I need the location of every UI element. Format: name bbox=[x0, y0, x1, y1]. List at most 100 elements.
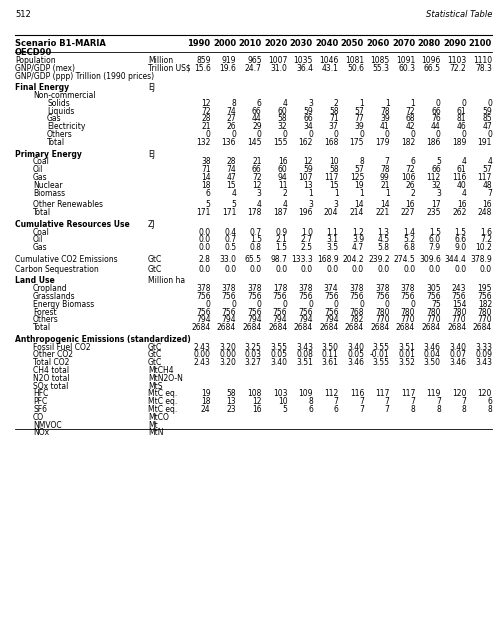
Text: 5: 5 bbox=[232, 200, 236, 210]
Text: Gas: Gas bbox=[33, 173, 48, 182]
Text: Mt: Mt bbox=[148, 420, 158, 430]
Text: 0: 0 bbox=[487, 99, 492, 108]
Text: 378: 378 bbox=[222, 284, 236, 293]
Text: 0: 0 bbox=[436, 99, 441, 108]
Text: 8: 8 bbox=[487, 405, 492, 414]
Text: 0: 0 bbox=[232, 130, 236, 139]
Text: 39: 39 bbox=[380, 114, 390, 123]
Text: Other CO2: Other CO2 bbox=[33, 351, 73, 359]
Text: 21: 21 bbox=[201, 123, 210, 131]
Text: 0.01: 0.01 bbox=[398, 351, 415, 359]
Text: Trillion US$: Trillion US$ bbox=[148, 64, 191, 73]
Text: 2020: 2020 bbox=[264, 39, 287, 48]
Text: 72: 72 bbox=[252, 173, 262, 182]
Text: 6.6: 6.6 bbox=[454, 236, 466, 244]
Text: 61: 61 bbox=[457, 107, 466, 116]
Text: 794: 794 bbox=[247, 316, 262, 324]
Text: 0.7: 0.7 bbox=[224, 236, 236, 244]
Text: 66: 66 bbox=[252, 165, 262, 174]
Text: Grasslands: Grasslands bbox=[33, 292, 76, 301]
Text: 71: 71 bbox=[329, 114, 338, 123]
Text: 1.1: 1.1 bbox=[326, 227, 338, 237]
Text: 81: 81 bbox=[457, 114, 466, 123]
Text: 55.3: 55.3 bbox=[372, 64, 390, 73]
Text: 0: 0 bbox=[282, 130, 288, 139]
Text: 0.0: 0.0 bbox=[403, 265, 415, 274]
Text: 780: 780 bbox=[401, 307, 415, 317]
Text: 23: 23 bbox=[226, 405, 236, 414]
Text: 6: 6 bbox=[257, 99, 262, 108]
Text: 120: 120 bbox=[478, 389, 492, 398]
Text: 78.3: 78.3 bbox=[475, 64, 492, 73]
Text: Others: Others bbox=[33, 316, 59, 324]
Text: 32: 32 bbox=[278, 123, 287, 131]
Text: 3.5: 3.5 bbox=[326, 243, 338, 252]
Text: 47: 47 bbox=[482, 123, 492, 131]
Text: 191: 191 bbox=[478, 138, 492, 147]
Text: 12: 12 bbox=[304, 157, 313, 166]
Text: 756: 756 bbox=[272, 307, 287, 317]
Text: 47: 47 bbox=[226, 173, 236, 182]
Text: NOx: NOx bbox=[33, 429, 49, 438]
Text: 0: 0 bbox=[462, 130, 466, 139]
Text: OECD90: OECD90 bbox=[15, 48, 52, 57]
Text: 2684: 2684 bbox=[370, 323, 390, 332]
Text: 756: 756 bbox=[478, 292, 492, 301]
Text: 26: 26 bbox=[406, 181, 415, 190]
Text: 16: 16 bbox=[457, 200, 466, 210]
Text: 94: 94 bbox=[278, 173, 287, 182]
Text: 3.52: 3.52 bbox=[398, 358, 415, 367]
Text: Forest: Forest bbox=[33, 307, 56, 317]
Text: 116: 116 bbox=[350, 389, 364, 398]
Text: 780: 780 bbox=[452, 307, 466, 317]
Text: 59: 59 bbox=[303, 107, 313, 116]
Text: 3.55: 3.55 bbox=[270, 343, 287, 352]
Text: 59: 59 bbox=[303, 165, 313, 174]
Text: 6.0: 6.0 bbox=[428, 236, 441, 244]
Text: 3.46: 3.46 bbox=[347, 358, 364, 367]
Text: PFC: PFC bbox=[33, 398, 47, 406]
Text: 15: 15 bbox=[226, 181, 236, 190]
Text: 3.43: 3.43 bbox=[296, 343, 313, 352]
Text: 14: 14 bbox=[354, 200, 364, 210]
Text: 34: 34 bbox=[303, 123, 313, 131]
Text: 756: 756 bbox=[222, 307, 236, 317]
Text: 4: 4 bbox=[282, 200, 288, 210]
Text: 14: 14 bbox=[201, 173, 210, 182]
Text: 6: 6 bbox=[410, 157, 415, 166]
Text: 2684: 2684 bbox=[447, 323, 466, 332]
Text: 10.2: 10.2 bbox=[475, 243, 492, 252]
Text: 0: 0 bbox=[334, 300, 338, 309]
Text: 31.0: 31.0 bbox=[270, 64, 287, 73]
Text: 0: 0 bbox=[385, 130, 390, 139]
Text: 7: 7 bbox=[359, 405, 364, 414]
Text: Non-commercial: Non-commercial bbox=[33, 91, 96, 100]
Text: 5: 5 bbox=[206, 200, 210, 210]
Text: GNP/GDP (ppp) Trillion (1990 prices): GNP/GDP (ppp) Trillion (1990 prices) bbox=[15, 72, 154, 81]
Text: 770: 770 bbox=[375, 316, 390, 324]
Text: 145: 145 bbox=[247, 138, 262, 147]
Text: 0.0: 0.0 bbox=[454, 265, 466, 274]
Text: 178: 178 bbox=[248, 208, 262, 217]
Text: 0.0: 0.0 bbox=[326, 265, 338, 274]
Text: 171: 171 bbox=[196, 208, 210, 217]
Text: 3.20: 3.20 bbox=[220, 358, 236, 367]
Text: 3.9: 3.9 bbox=[352, 236, 364, 244]
Text: 2.43: 2.43 bbox=[194, 343, 210, 352]
Text: 262: 262 bbox=[452, 208, 466, 217]
Text: 0.03: 0.03 bbox=[245, 351, 262, 359]
Text: 780: 780 bbox=[375, 307, 390, 317]
Text: 0.0: 0.0 bbox=[378, 265, 390, 274]
Text: 0.0: 0.0 bbox=[198, 265, 210, 274]
Text: 0: 0 bbox=[462, 99, 466, 108]
Text: 214: 214 bbox=[350, 208, 364, 217]
Text: 2010: 2010 bbox=[238, 39, 262, 48]
Text: Million ha: Million ha bbox=[148, 276, 185, 285]
Text: 77: 77 bbox=[354, 114, 364, 123]
Text: 770: 770 bbox=[426, 316, 441, 324]
Text: 4: 4 bbox=[462, 157, 466, 166]
Text: 48: 48 bbox=[482, 181, 492, 190]
Text: 8: 8 bbox=[462, 405, 466, 414]
Text: 119: 119 bbox=[426, 389, 441, 398]
Text: 112: 112 bbox=[324, 389, 338, 398]
